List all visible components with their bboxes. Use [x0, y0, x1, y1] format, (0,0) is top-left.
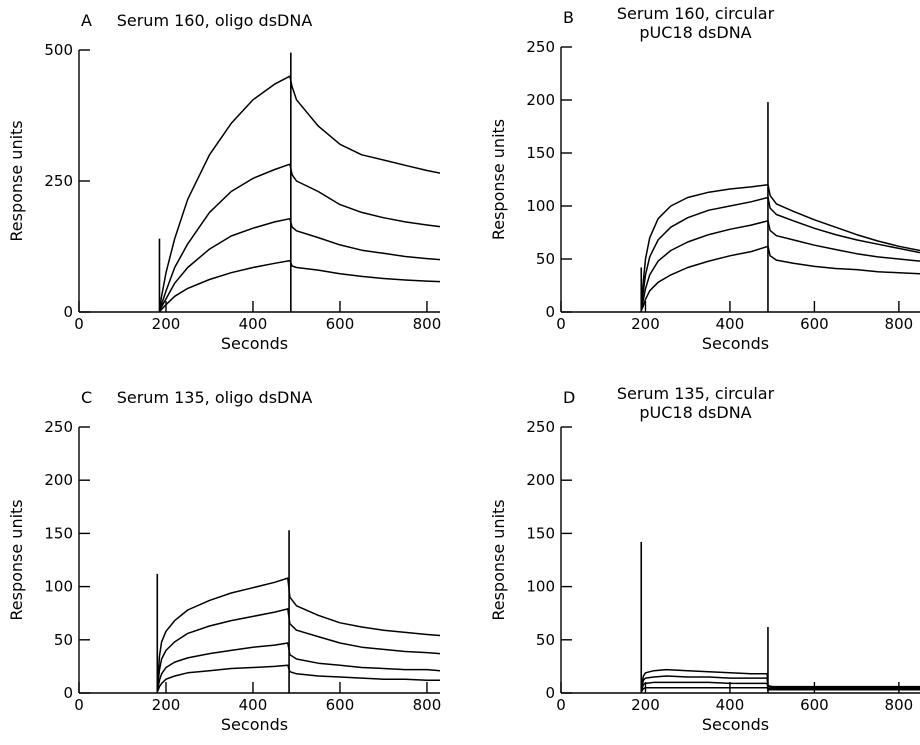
x-tick-label: 600: [800, 696, 829, 714]
x-tick-label: 400: [716, 696, 745, 714]
series-line-3: [640, 681, 920, 692]
x-tick-label: 0: [74, 315, 84, 333]
panel-title: Serum 160, circular: [617, 4, 775, 23]
panel-letter: C: [81, 388, 92, 407]
series-line-4: [156, 664, 440, 693]
x-tick-label: 200: [152, 315, 181, 333]
series-line-1: [156, 577, 441, 688]
x-axis-label: Seconds: [702, 715, 769, 734]
panel-title: pUC18 dsDNA: [639, 23, 751, 42]
x-tick-label: 200: [152, 696, 181, 714]
y-tick-label: 0: [545, 684, 555, 702]
panel-a: 0 250 500 0 200 400 600 800 Seconds Response unit…: [7, 11, 441, 353]
panel-d: 0 50 100 150 200 250 0 200 400 600 800 Seconds Respo…: [489, 384, 920, 734]
panel-title: pUC18 dsDNA: [639, 403, 751, 422]
x-axis-label: Seconds: [702, 334, 769, 353]
panel-b: 0 50 100 150 200 250 0 200 400 600 800 Seconds Respo…: [489, 4, 920, 353]
panel-title: Serum 160, oligo dsDNA: [117, 11, 313, 30]
series-line-3: [156, 642, 441, 692]
x-tick-label: 200: [631, 696, 660, 714]
y-tick-label: 50: [54, 631, 73, 649]
series-line-2: [158, 163, 441, 311]
panel-title: Serum 135, oligo dsDNA: [117, 388, 313, 407]
series-line-1: [640, 668, 920, 688]
y-axis-label: Response units: [489, 119, 508, 240]
x-axis-label: Seconds: [221, 334, 288, 353]
panel-c: 0 50 100 150 200 250 0 200 400 600 800 Seconds Respo…: [7, 388, 441, 734]
y-tick-label: 200: [44, 471, 73, 489]
x-tick-label: 0: [556, 315, 566, 333]
y-tick-label: 200: [526, 471, 555, 489]
x-tick-label: 800: [413, 315, 442, 333]
y-axis-label: Response units: [7, 499, 26, 620]
x-tick-label: 600: [800, 315, 829, 333]
y-tick-label: 250: [526, 418, 555, 436]
y-tick-label: 250: [44, 172, 73, 190]
x-tick-label: 400: [239, 315, 268, 333]
x-tick-label: 0: [74, 696, 84, 714]
series-line-3: [640, 220, 920, 311]
x-tick-label: 800: [885, 315, 914, 333]
series-line-4: [158, 259, 441, 312]
y-tick-label: 200: [526, 91, 555, 109]
panel-letter: B: [563, 8, 574, 27]
series-line-4: [640, 245, 920, 312]
y-axis-label: Response units: [489, 499, 508, 620]
x-axis-label: Seconds: [221, 715, 288, 734]
x-tick-label: 600: [326, 696, 355, 714]
y-tick-label: 150: [526, 524, 555, 542]
x-tick-label: 400: [239, 696, 268, 714]
y-tick-label: 150: [44, 524, 73, 542]
x-tick-label: 400: [716, 315, 745, 333]
panel-title: Serum 135, circular: [617, 384, 775, 403]
y-tick-label: 150: [526, 144, 555, 162]
y-tick-label: 0: [63, 684, 73, 702]
series-line-4: [640, 686, 920, 693]
y-tick-label: 250: [44, 418, 73, 436]
y-tick-label: 250: [526, 38, 555, 56]
series-line-3: [158, 217, 441, 312]
series-line-2: [640, 196, 920, 309]
y-tick-label: 100: [526, 197, 555, 215]
x-tick-label: 600: [326, 315, 355, 333]
y-tick-label: 500: [44, 41, 73, 59]
series-line-2: [156, 608, 441, 690]
y-tick-label: 50: [536, 631, 555, 649]
y-tick-label: 50: [536, 250, 555, 268]
panel-letter: D: [563, 388, 575, 407]
panel-letter: A: [81, 11, 92, 30]
y-tick-label: 0: [545, 303, 555, 321]
y-tick-label: 100: [44, 578, 73, 596]
y-tick-label: 0: [63, 303, 73, 321]
x-tick-label: 800: [885, 696, 914, 714]
y-tick-label: 100: [526, 578, 555, 596]
series-line-2: [640, 675, 920, 690]
y-axis-label: Response units: [7, 120, 26, 241]
series-line-1: [640, 184, 920, 307]
x-tick-label: 0: [556, 696, 566, 714]
x-tick-label: 800: [413, 696, 442, 714]
series-line-1: [158, 75, 441, 310]
x-tick-label: 200: [631, 315, 660, 333]
